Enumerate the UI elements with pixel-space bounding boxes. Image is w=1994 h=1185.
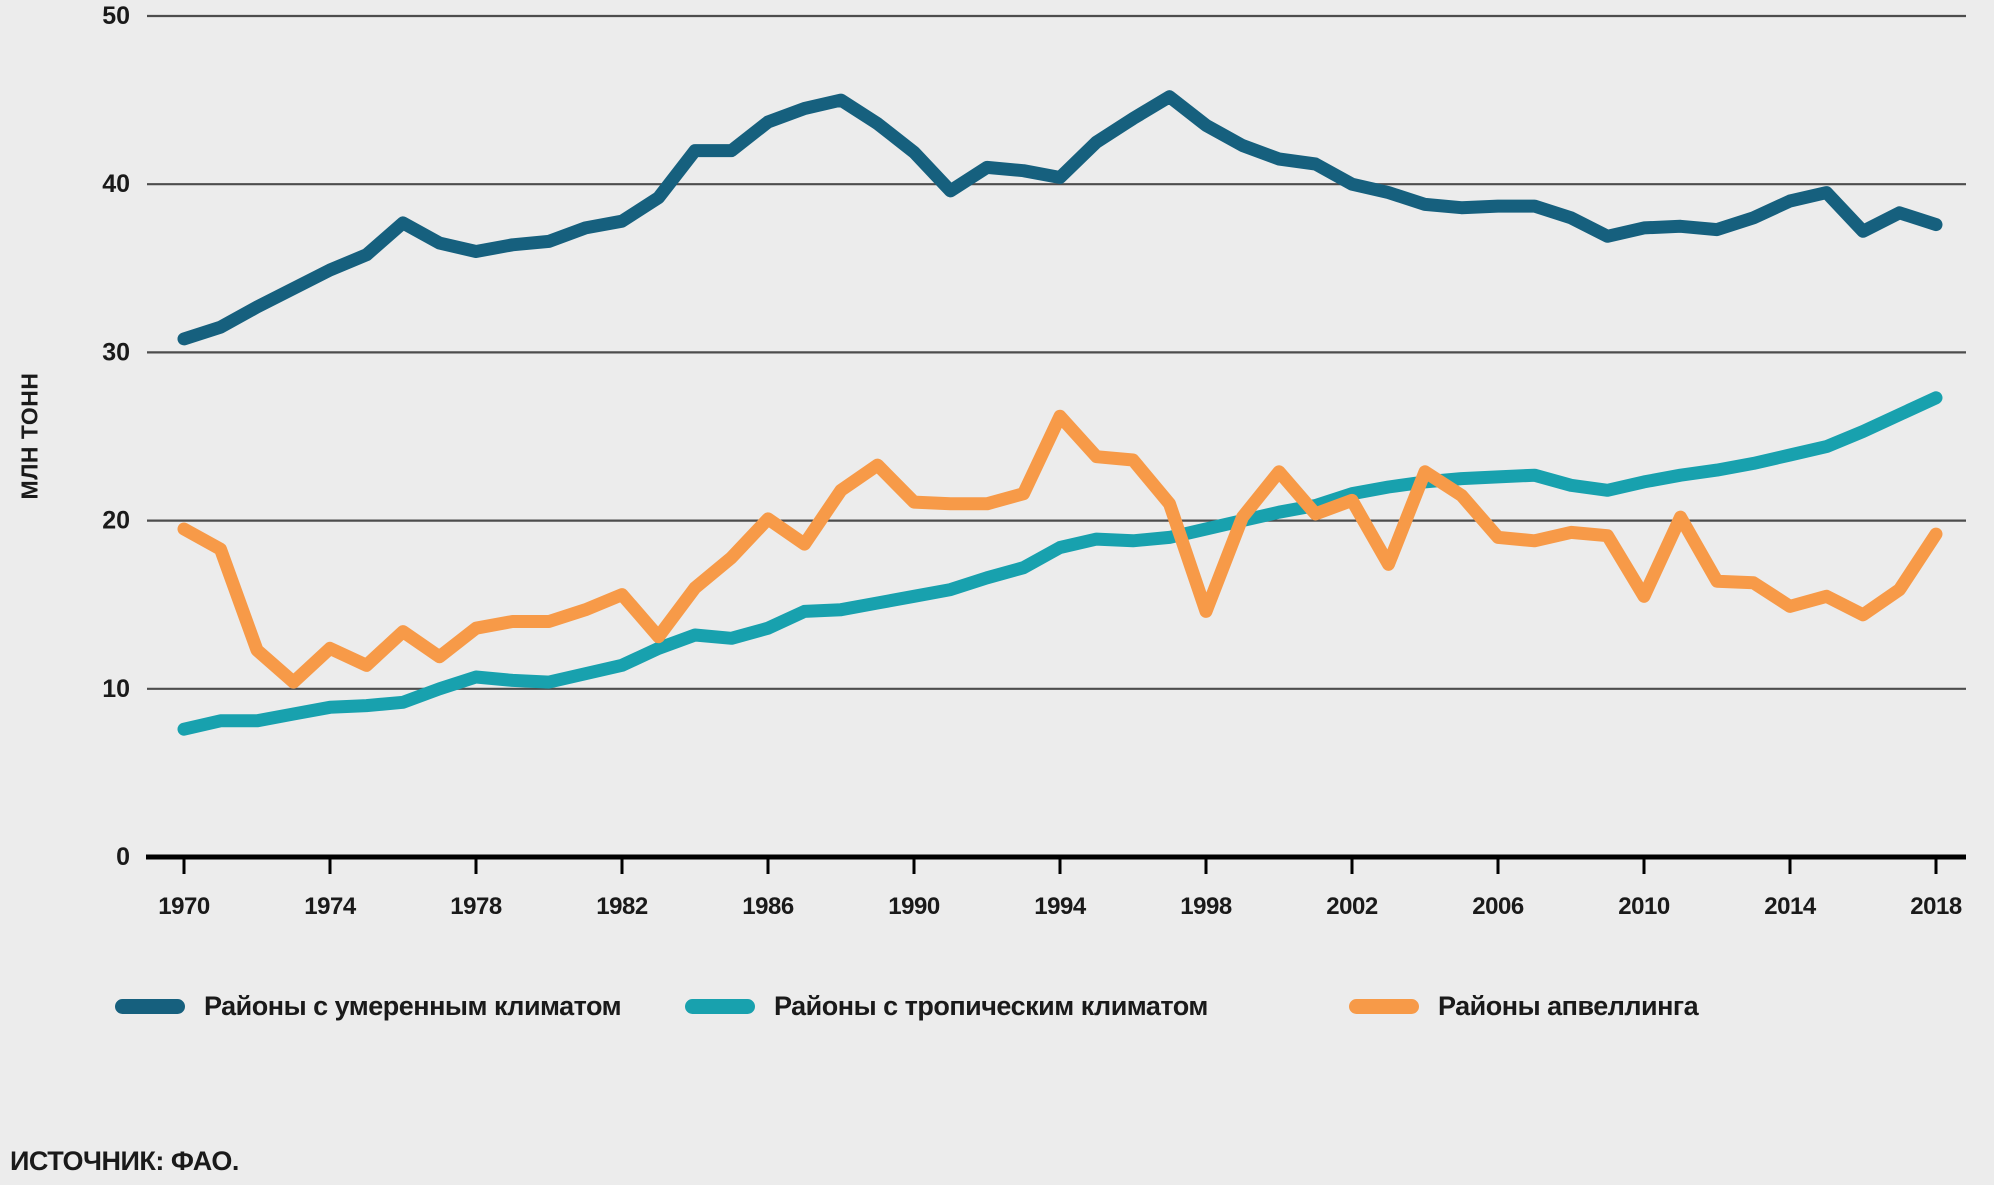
x-tick-label-2014: 2014: [1764, 893, 1817, 920]
y-tick-label-10: 10: [102, 675, 130, 703]
x-tick-label-2006: 2006: [1472, 893, 1524, 920]
legend-item-tropical: Районы с тропическим климатом: [685, 990, 1208, 1022]
series-line-tropical: [177, 391, 1943, 736]
legend-swatch-tropical: [685, 998, 755, 1014]
legend-label-temperate: Районы с умеренным климатом: [204, 990, 622, 1021]
series-line-upwelling: [177, 409, 1943, 689]
source-note: ИСТОЧНИК: ФАО.: [10, 1146, 239, 1176]
y-tick-label-50: 50: [102, 2, 130, 30]
legend-label-tropical: Районы с тропическим климатом: [774, 990, 1208, 1021]
x-tick-label-1998: 1998: [1180, 893, 1232, 920]
x-tick-label-1978: 1978: [450, 893, 502, 920]
x-tick-label-2010: 2010: [1618, 893, 1670, 920]
legend: Районы с умеренным климатом Районы с тро…: [0, 990, 1994, 1030]
x-tick-label-1986: 1986: [742, 893, 794, 920]
x-tick-label-1970: 1970: [158, 893, 210, 920]
y-tick-label-0: 0: [116, 843, 130, 871]
x-tick-label-1974: 1974: [304, 893, 357, 920]
y-tick-label-40: 40: [102, 170, 130, 198]
legend-swatch-upwelling: [1349, 998, 1419, 1014]
x-tick-label-2002: 2002: [1326, 893, 1378, 920]
legend-item-upwelling: Районы апвеллинга: [1349, 990, 1699, 1022]
legend-label-upwelling: Районы апвеллинга: [1438, 990, 1699, 1021]
chart-plot-area: 0 10 20 30 40 50 1970 1974 1978 1982 1986 1990 1994 1…: [102, 2, 1966, 920]
x-tick-label-2018: 2018: [1910, 893, 1962, 920]
legend-item-temperate: Районы с умеренным климатом: [115, 990, 622, 1022]
x-tick-label-1982: 1982: [596, 893, 648, 920]
legend-swatch-temperate: [115, 998, 185, 1014]
y-tick-label-20: 20: [102, 507, 130, 535]
y-axis-title: МЛН ТОНН: [16, 372, 43, 500]
x-tick-label-1994: 1994: [1034, 893, 1087, 920]
x-tick-label-1990: 1990: [888, 893, 940, 920]
series-line-temperate: [177, 90, 1943, 346]
y-tick-label-30: 30: [102, 338, 130, 366]
